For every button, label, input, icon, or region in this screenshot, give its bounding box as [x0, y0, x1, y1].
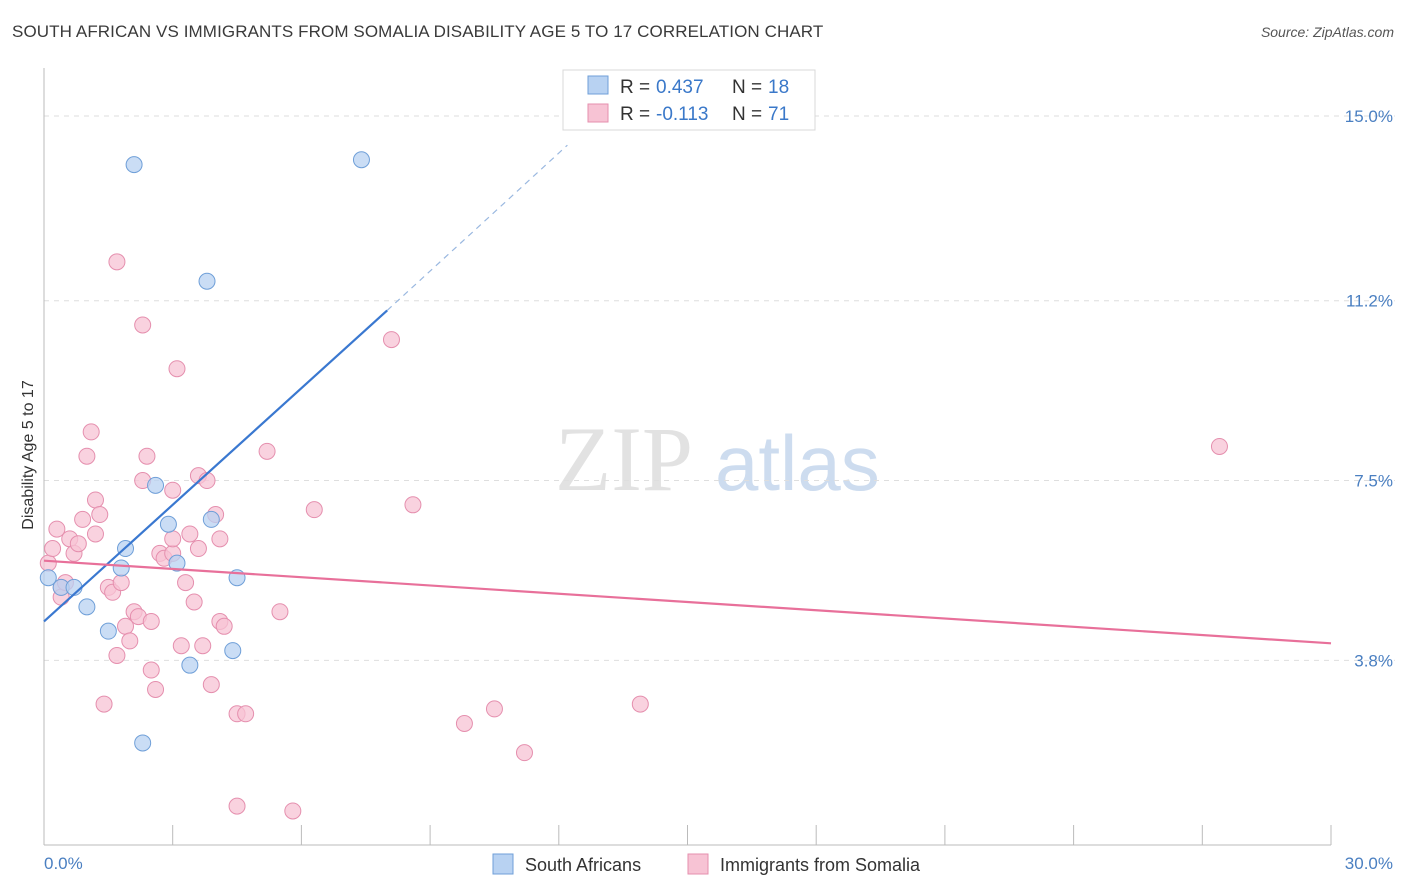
trend-line-somalia	[43, 559, 1332, 645]
somalia-point-35	[164, 530, 182, 548]
somalia-point-27	[138, 447, 156, 465]
legend-n-value-1: 18	[768, 77, 789, 98]
somalia-point-63	[1210, 437, 1228, 455]
legend-swatch-blue	[587, 75, 609, 95]
watermark-zip: ZIP	[555, 408, 693, 510]
x-tick-label-min: 0.0%	[44, 854, 83, 873]
legend-r-value-1: 0.437	[656, 77, 704, 98]
south-africans-point-4	[99, 622, 117, 640]
trend-line-south-africans-extension	[386, 144, 568, 311]
y-axis-label: Disability Age 5 to 17	[20, 380, 37, 530]
source-label: Source: ZipAtlas.com	[1260, 24, 1394, 40]
legend-swatch-pink	[587, 103, 609, 123]
somalia-point-1	[44, 540, 62, 558]
somalia-point-41	[189, 540, 207, 558]
legend-n-label-2: N =	[732, 104, 762, 125]
south-africans-point-15	[224, 642, 242, 660]
legend-r-value-2: -0.113	[656, 104, 708, 125]
south-africans-point-5	[112, 559, 130, 577]
somalia-point-38	[177, 574, 195, 592]
somalia-point-45	[202, 676, 220, 694]
somalia-point-62	[631, 695, 649, 713]
somalia-point-0	[39, 554, 57, 572]
south-africans-point-7	[125, 156, 143, 174]
series-south-africans-points	[39, 151, 370, 752]
south-africans-point-17	[352, 151, 370, 169]
trend-lines	[43, 144, 1332, 645]
somalia-point-8	[69, 535, 87, 553]
somalia-point-10	[78, 447, 96, 465]
somalia-point-2	[48, 520, 66, 538]
somalia-point-28	[142, 612, 160, 630]
somalia-point-58	[404, 496, 422, 514]
somalia-point-30	[147, 680, 165, 698]
somalia-point-29	[142, 661, 160, 679]
somalia-point-57	[382, 331, 400, 349]
somalia-point-47	[211, 530, 229, 548]
somalia-point-51	[228, 797, 246, 815]
somalia-point-52	[237, 705, 255, 723]
somalia-point-19	[108, 253, 126, 271]
gridlines	[44, 115, 1395, 661]
somalia-point-49	[215, 617, 233, 635]
somalia-point-56	[305, 501, 323, 519]
x-tick-label-max: 30.0%	[1345, 854, 1393, 873]
south-africans-point-14	[202, 510, 220, 528]
bottom-legend-south-africans: South Africans	[525, 855, 641, 875]
y-tick-label-1: 7.5%	[1354, 472, 1393, 491]
chart-title: SOUTH AFRICAN VS IMMIGRANTS FROM SOMALIA…	[12, 22, 824, 41]
somalia-point-59	[455, 715, 473, 733]
watermark-atlas: atlas	[715, 419, 880, 507]
south-africans-point-13	[198, 272, 216, 290]
south-africans-point-11	[168, 554, 186, 572]
somalia-point-34	[164, 481, 182, 499]
somalia-point-36	[168, 360, 186, 378]
y-tick-label-3: 15.0%	[1345, 107, 1393, 126]
somalia-point-40	[185, 593, 203, 611]
somalia-point-12	[86, 491, 104, 509]
somalia-point-22	[121, 632, 139, 650]
bottom-legend-swatch-pink	[687, 853, 709, 875]
legend-n-label-1: N =	[732, 77, 762, 98]
legend-r-label-2: R =	[620, 104, 650, 125]
legend-n-value-2: 71	[768, 104, 789, 125]
somalia-point-37	[172, 637, 190, 655]
trend-line-south-africans	[43, 309, 388, 623]
y-tick-label-2: 11.2%	[1346, 292, 1393, 311]
y-tick-labels: 3.8% 7.5% 11.2% 15.0%	[1345, 107, 1393, 670]
south-africans-point-10	[159, 515, 177, 533]
series-legend: South Africans Immigrants from Somalia	[492, 853, 921, 875]
somalia-point-9	[74, 510, 92, 528]
somalia-point-55	[284, 802, 302, 820]
somalia-point-43	[194, 637, 212, 655]
series-somalia-points	[39, 253, 1228, 820]
somalia-point-15	[95, 695, 113, 713]
south-africans-point-12	[181, 656, 199, 674]
somalia-point-14	[91, 506, 109, 524]
south-africans-point-8	[134, 734, 152, 752]
somalia-point-13	[86, 525, 104, 543]
somalia-point-60	[485, 700, 503, 718]
somalia-point-20	[112, 574, 130, 592]
correlation-legend: R = 0.437 N = 18 R = -0.113 N = 71	[562, 69, 816, 131]
bottom-legend-somalia: Immigrants from Somalia	[720, 855, 921, 875]
somalia-point-11	[82, 423, 100, 441]
y-tick-label-0: 3.8%	[1354, 651, 1393, 670]
somalia-point-26	[134, 316, 152, 334]
somalia-point-53	[258, 442, 276, 460]
south-africans-point-9	[147, 476, 165, 494]
somalia-point-18	[108, 646, 126, 664]
axes	[43, 68, 1332, 846]
bottom-legend-swatch-blue	[492, 853, 514, 875]
south-africans-point-0	[39, 569, 57, 587]
somalia-point-61	[515, 744, 533, 762]
somalia-point-39	[181, 525, 199, 543]
legend-r-label-1: R =	[620, 77, 650, 98]
somalia-point-54	[271, 603, 289, 621]
south-africans-point-3	[78, 598, 96, 616]
